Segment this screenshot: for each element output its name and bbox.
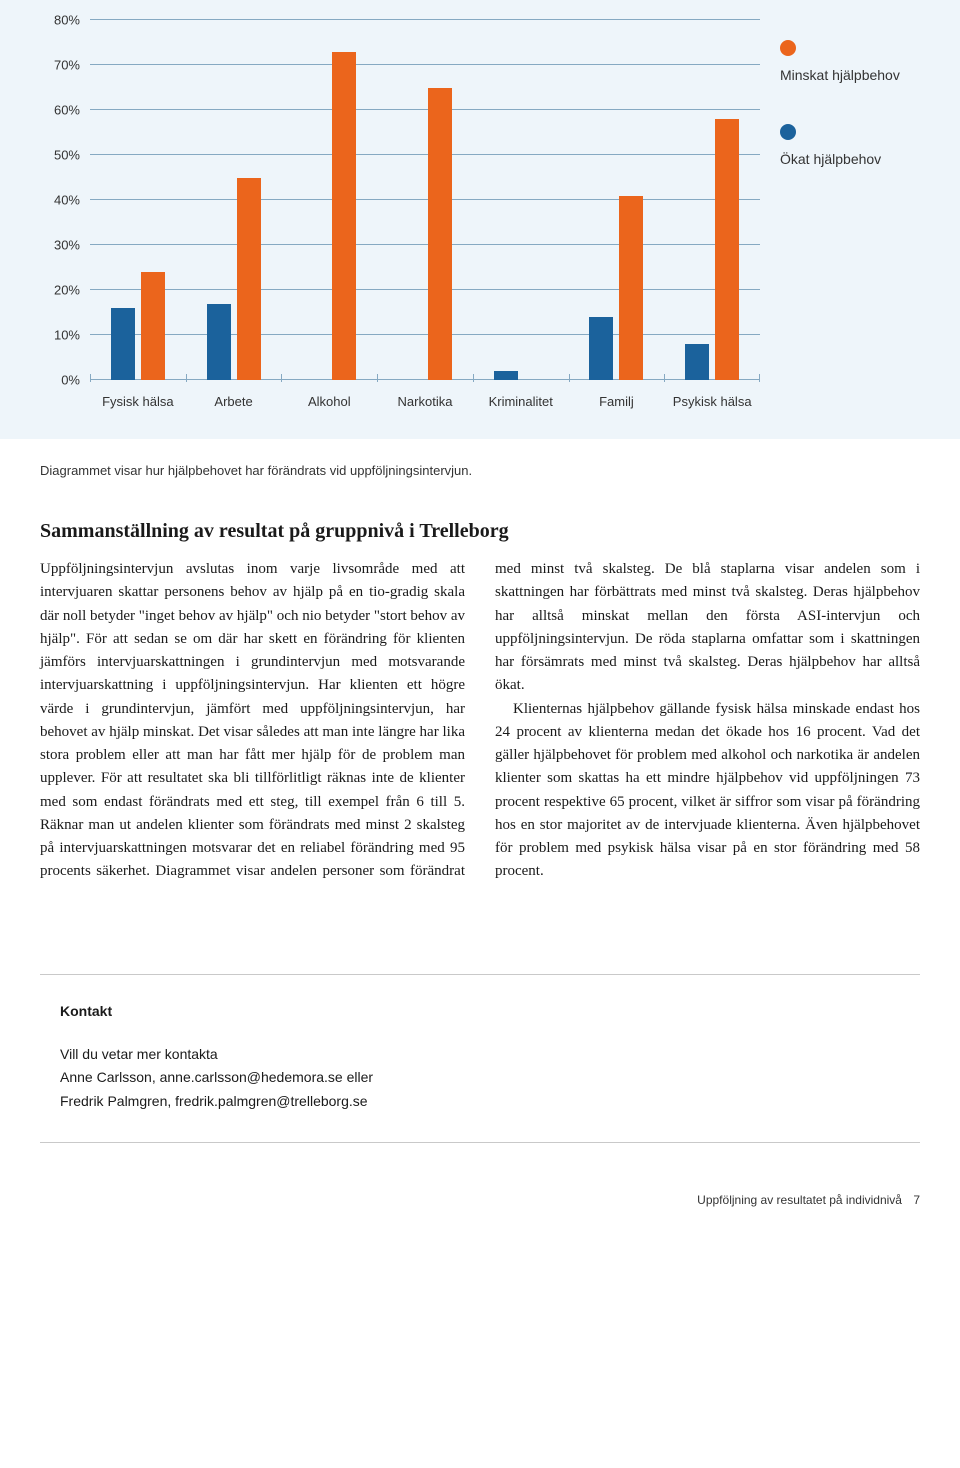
bar-group: [664, 20, 760, 380]
x-tick: [473, 374, 474, 382]
chart-bar: [207, 304, 231, 381]
x-tick: [90, 374, 91, 382]
legend-label: Minskat hjälpbehov: [780, 66, 920, 84]
x-axis-label: Alkohol: [281, 394, 377, 409]
y-axis-label: 60%: [40, 103, 80, 118]
chart-bar: [685, 344, 709, 380]
legend-item: Minskat hjälpbehov: [780, 40, 920, 84]
bar-group: [377, 20, 473, 380]
body-paragraph: Klienternas hjälpbehov gällande fysisk h…: [495, 698, 920, 884]
y-axis-label: 30%: [40, 238, 80, 253]
legend-marker: [780, 124, 796, 140]
chart-wrapper: 0%10%20%30%40%50%60%70%80% Fysisk hälsaA…: [40, 20, 920, 409]
chart-bar: [589, 317, 613, 380]
x-tick: [281, 374, 282, 382]
y-axis-label: 70%: [40, 58, 80, 73]
chart-main: 0%10%20%30%40%50%60%70%80% Fysisk hälsaA…: [40, 20, 760, 409]
section-title: Sammanställning av resultat på gruppnivå…: [40, 518, 920, 544]
body-text: Sammanställning av resultat på gruppnivå…: [0, 490, 960, 924]
page-footer: Uppföljning av resultatet på individnivå…: [0, 1183, 960, 1227]
chart-bar: [715, 119, 739, 380]
x-axis-label: Narkotika: [377, 394, 473, 409]
chart-legend: Minskat hjälpbehov Ökat hjälpbehov: [780, 20, 920, 409]
bar-group: [473, 20, 569, 380]
x-axis-label: Arbete: [186, 394, 282, 409]
chart-bar: [619, 196, 643, 381]
legend-item: Ökat hjälpbehov: [780, 124, 920, 168]
footer-page-number: 7: [913, 1193, 920, 1207]
contact-heading: Kontakt: [60, 1003, 510, 1019]
chart-bar: [494, 371, 518, 380]
x-axis-label: Fysisk hälsa: [90, 394, 186, 409]
y-axis-label: 40%: [40, 193, 80, 208]
x-axis-label: Psykisk hälsa: [664, 394, 760, 409]
contact-line-3: Fredrik Palmgren, fredrik.palmgren@trell…: [60, 1090, 510, 1114]
chart-bar: [237, 178, 261, 381]
x-tick: [569, 374, 570, 382]
x-axis-label: Familj: [569, 394, 665, 409]
y-axis-label: 20%: [40, 283, 80, 298]
y-axis-label: 0%: [40, 373, 80, 388]
chart-caption: Diagrammet visar hur hjälpbehovet har fö…: [0, 439, 960, 490]
contact-line-1: Vill du vetar mer kontakta: [60, 1043, 510, 1067]
x-tick: [377, 374, 378, 382]
x-axis-labels: Fysisk hälsaArbeteAlkoholNarkotikaKrimin…: [90, 394, 760, 409]
chart-plot: 0%10%20%30%40%50%60%70%80%: [90, 20, 760, 380]
bar-group: [186, 20, 282, 380]
x-tick: [186, 374, 187, 382]
x-axis-label: Kriminalitet: [473, 394, 569, 409]
chart-bar: [428, 88, 452, 381]
section-paragraphs: Uppföljningsintervjun avslutas inom varj…: [40, 558, 920, 884]
chart-region: 0%10%20%30%40%50%60%70%80% Fysisk hälsaA…: [0, 0, 960, 439]
x-tick: [759, 374, 760, 382]
legend-label: Ökat hjälpbehov: [780, 150, 920, 168]
contact-box: Kontakt Vill du vetar mer kontakta Anne …: [40, 974, 920, 1143]
y-axis-label: 10%: [40, 328, 80, 343]
bar-group: [90, 20, 186, 380]
legend-marker: [780, 40, 796, 56]
chart-bar: [332, 52, 356, 381]
bars-row: [90, 20, 760, 380]
bar-group: [569, 20, 665, 380]
chart-bar: [111, 308, 135, 380]
bar-group: [281, 20, 377, 380]
contact-line-2: Anne Carlsson, anne.carlsson@hedemora.se…: [60, 1066, 510, 1090]
footer-title: Uppföljning av resultatet på individnivå: [697, 1193, 902, 1207]
chart-bar: [141, 272, 165, 380]
x-tick: [664, 374, 665, 382]
y-axis-label: 80%: [40, 13, 80, 28]
y-axis-label: 50%: [40, 148, 80, 163]
